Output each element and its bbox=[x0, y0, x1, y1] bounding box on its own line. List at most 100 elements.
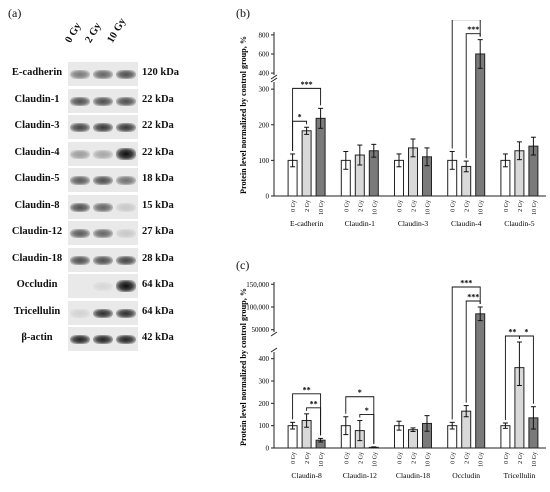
blot-band bbox=[93, 176, 113, 185]
dose-tick-label: 2 Gy bbox=[305, 452, 311, 464]
bar bbox=[301, 130, 312, 197]
blot-column-header: 2 Gy bbox=[83, 21, 104, 45]
blot-band bbox=[116, 255, 136, 265]
significance-label: ** bbox=[508, 328, 516, 337]
significance-bracket bbox=[451, 286, 481, 420]
blot-kda-label: 42 kDa bbox=[142, 332, 174, 343]
dose-tick-label: 10 Gy bbox=[479, 452, 485, 467]
group-label: Occludin bbox=[452, 471, 480, 480]
blot-protein-label: Tricellulin bbox=[13, 305, 61, 317]
dose-tick-label: 10 Gy bbox=[372, 452, 378, 467]
dose-tick-label: 0 Gy bbox=[398, 200, 404, 212]
blot-band bbox=[93, 123, 113, 132]
significance-label: * bbox=[298, 113, 302, 122]
significance-bracket bbox=[292, 87, 322, 151]
blot-band bbox=[70, 229, 90, 238]
y-tick-label: 100 bbox=[259, 422, 270, 430]
chart-b: Protein level normalized by control grou… bbox=[239, 20, 546, 228]
blot-strip bbox=[68, 168, 138, 192]
axis-break-mark bbox=[270, 74, 278, 80]
y-tick-label: 0 bbox=[266, 193, 270, 201]
dose-tick-label: 2 Gy bbox=[305, 200, 311, 212]
blot-strip bbox=[68, 115, 138, 139]
blot-band bbox=[116, 308, 136, 318]
group-label: Claudin-12 bbox=[343, 471, 377, 480]
significance-bracket bbox=[465, 33, 481, 159]
blot-band bbox=[116, 123, 136, 132]
blot-protein-label: Claudin-12 bbox=[11, 226, 63, 237]
group-label: Claudin-4 bbox=[451, 219, 482, 228]
blot-strip bbox=[68, 300, 138, 325]
blot-protein-label: Claudin-4 bbox=[14, 146, 60, 158]
y-tick-label: 400 bbox=[259, 355, 270, 363]
dose-tick-label: 0 Gy bbox=[398, 452, 404, 464]
dose-tick-label: 10 Gy bbox=[319, 200, 325, 215]
blot-band bbox=[70, 70, 90, 79]
y-tick-label: 150,000 bbox=[246, 281, 269, 289]
blot-band bbox=[70, 96, 90, 106]
significance-bracket bbox=[306, 407, 322, 436]
group-label: E-cadherin bbox=[290, 219, 324, 228]
blot-band bbox=[70, 255, 90, 265]
dose-tick-label: 2 Gy bbox=[358, 200, 364, 212]
panel-a-label: (a) bbox=[8, 6, 22, 20]
significance-label: * bbox=[365, 406, 369, 415]
bar bbox=[475, 313, 486, 449]
dose-tick-label: 0 Gy bbox=[291, 200, 297, 212]
significance-label: * bbox=[358, 388, 362, 397]
significance-label: *** bbox=[460, 279, 472, 288]
y-tick-label: 100,000 bbox=[246, 304, 269, 312]
blot-band bbox=[70, 176, 90, 185]
blot-band bbox=[93, 96, 113, 106]
blot-band bbox=[93, 282, 113, 291]
y-tick-label: 300 bbox=[259, 86, 270, 94]
y-axis-label: Protein level normalized by control grou… bbox=[239, 288, 248, 446]
dose-tick-label: 10 Gy bbox=[479, 200, 485, 215]
blot-band bbox=[116, 147, 136, 160]
group-label: Tricellulin bbox=[504, 471, 536, 480]
group-label: Claudin-1 bbox=[345, 219, 376, 228]
axis-break-mark bbox=[270, 331, 278, 337]
blot-band bbox=[116, 70, 136, 79]
blot-kda-label: 64 kDa bbox=[142, 305, 174, 317]
significance-bracket bbox=[451, 20, 481, 149]
dose-tick-label: 2 Gy bbox=[412, 452, 418, 464]
blot-band bbox=[116, 96, 136, 106]
blot-strip bbox=[68, 194, 138, 219]
chart-c: Protein level normalized by control grou… bbox=[239, 279, 546, 480]
group-label: Claudin-5 bbox=[504, 219, 535, 228]
blot-band bbox=[116, 335, 136, 344]
dose-tick-label: 0 Gy bbox=[504, 452, 510, 464]
significance-bracket bbox=[465, 300, 481, 403]
y-tick-label: 200 bbox=[259, 400, 270, 408]
significance-bracket bbox=[359, 414, 375, 444]
blot-kda-label: 15 kDa bbox=[142, 199, 174, 211]
dose-tick-label: 10 Gy bbox=[532, 452, 538, 467]
blot-kda-label: 120 kDa bbox=[142, 67, 180, 78]
y-tick-label: 400 bbox=[259, 70, 270, 78]
y-axis-label: Protein level normalized by control grou… bbox=[239, 36, 248, 194]
dose-tick-label: 0 Gy bbox=[291, 452, 297, 464]
dose-tick-label: 2 Gy bbox=[358, 452, 364, 464]
dose-tick-label: 0 Gy bbox=[451, 452, 457, 464]
blot-column-header: 0 Gy bbox=[63, 21, 84, 45]
dose-tick-label: 2 Gy bbox=[465, 200, 471, 212]
blot-band bbox=[93, 149, 113, 159]
dose-tick-label: 10 Gy bbox=[372, 200, 378, 215]
blot-protein-label: β-actin bbox=[21, 332, 53, 343]
y-tick-label: 800 bbox=[259, 31, 270, 39]
bar bbox=[315, 117, 326, 197]
dose-tick-label: 0 Gy bbox=[504, 200, 510, 212]
bar bbox=[408, 429, 418, 449]
blot-band bbox=[93, 70, 113, 79]
blot-strip bbox=[68, 88, 138, 113]
significance-label: *** bbox=[467, 293, 479, 302]
blot-protein-label: Occludin bbox=[16, 279, 58, 290]
dose-tick-label: 10 Gy bbox=[426, 200, 432, 215]
blot-band bbox=[70, 308, 90, 318]
axis-break-mark bbox=[270, 347, 278, 353]
dose-tick-label: 10 Gy bbox=[532, 200, 538, 215]
blot-band bbox=[116, 280, 136, 292]
blot-strip bbox=[68, 221, 138, 245]
